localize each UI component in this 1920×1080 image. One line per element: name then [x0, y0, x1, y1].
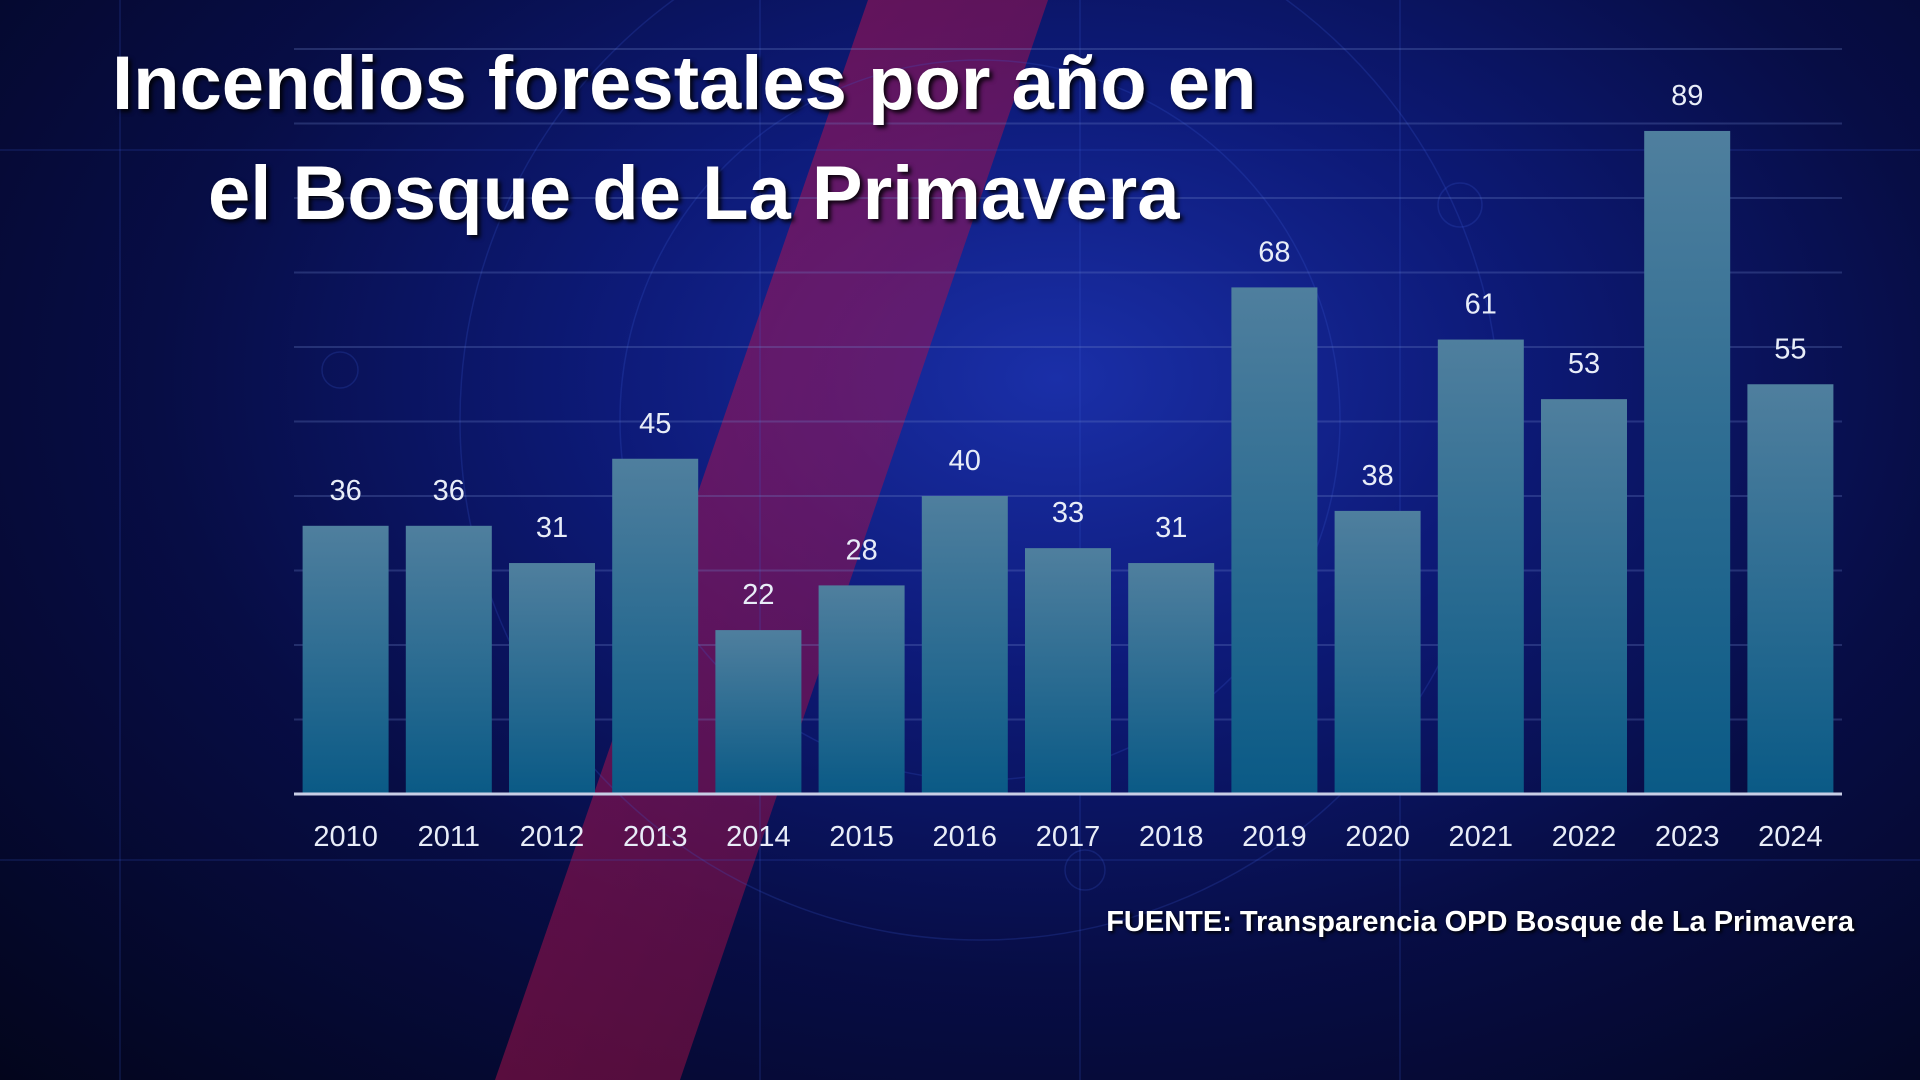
- value-label-2021: 61: [1465, 289, 1497, 321]
- bar-2011: [405, 525, 492, 794]
- bar-2021: [1437, 339, 1524, 794]
- bar-2010: [302, 525, 389, 794]
- accent-stripe: [495, 0, 1048, 1080]
- x-tick-2015: 2015: [829, 821, 894, 853]
- x-tick-2020: 2020: [1345, 821, 1410, 853]
- chart-title-line-2: el Bosque de La Primavera: [208, 151, 1180, 236]
- value-label-2024: 55: [1774, 333, 1806, 365]
- value-label-2019: 68: [1258, 236, 1290, 268]
- bar-2013: [612, 458, 699, 794]
- bars: [302, 130, 1834, 794]
- x-tick-2012: 2012: [520, 821, 585, 853]
- value-label-2017: 33: [1052, 497, 1084, 529]
- value-label-2010: 36: [329, 475, 361, 507]
- bar-2014: [715, 630, 802, 794]
- x-tick-2019: 2019: [1242, 821, 1307, 853]
- value-label-2011: 36: [433, 475, 465, 507]
- value-label-2013: 45: [639, 408, 671, 440]
- bar-2018: [1128, 563, 1215, 794]
- x-tick-2021: 2021: [1449, 821, 1514, 853]
- chart-title-line-1: Incendios forestales por año en: [112, 41, 1257, 126]
- x-tick-2011: 2011: [418, 821, 480, 853]
- bar-2024: [1747, 384, 1834, 794]
- x-tick-2017: 2017: [1036, 821, 1101, 853]
- bar-2022: [1541, 399, 1627, 794]
- value-label-2015: 28: [845, 534, 877, 566]
- x-tick-2010: 2010: [313, 821, 378, 853]
- value-labels: 36 36 31 45 22 28 40 33 31 68 38 61 53 89 55: [329, 80, 1806, 611]
- x-tick-2014: 2014: [726, 821, 791, 853]
- x-tick-2013: 2013: [623, 821, 688, 853]
- source-note: FUENTE: Transparencia OPD Bosque de La P…: [1106, 906, 1854, 938]
- bar-2020: [1334, 510, 1421, 794]
- x-tick-2024: 2024: [1758, 821, 1823, 853]
- value-label-2023: 89: [1671, 80, 1703, 112]
- bar-2015: [818, 585, 905, 794]
- value-label-2018: 31: [1155, 512, 1187, 544]
- x-tick-labels: 2010 2011 2012 2013 2014 2015 2016 2017 2018 2019…: [313, 821, 1822, 853]
- bar-2016: [921, 496, 1008, 794]
- x-tick-2022: 2022: [1552, 821, 1617, 853]
- value-label-2020: 38: [1361, 460, 1393, 492]
- x-tick-2018: 2018: [1139, 821, 1204, 853]
- bar-2019: [1231, 287, 1318, 794]
- value-label-2016: 40: [949, 445, 981, 477]
- bar-2017: [1025, 548, 1111, 794]
- x-tick-2023: 2023: [1655, 821, 1720, 853]
- value-label-2012: 31: [536, 512, 568, 544]
- value-label-2022: 53: [1568, 348, 1600, 380]
- value-label-2014: 22: [742, 579, 774, 611]
- bar-2023: [1644, 130, 1731, 794]
- x-tick-2016: 2016: [933, 821, 998, 853]
- bar-2012: [509, 563, 595, 794]
